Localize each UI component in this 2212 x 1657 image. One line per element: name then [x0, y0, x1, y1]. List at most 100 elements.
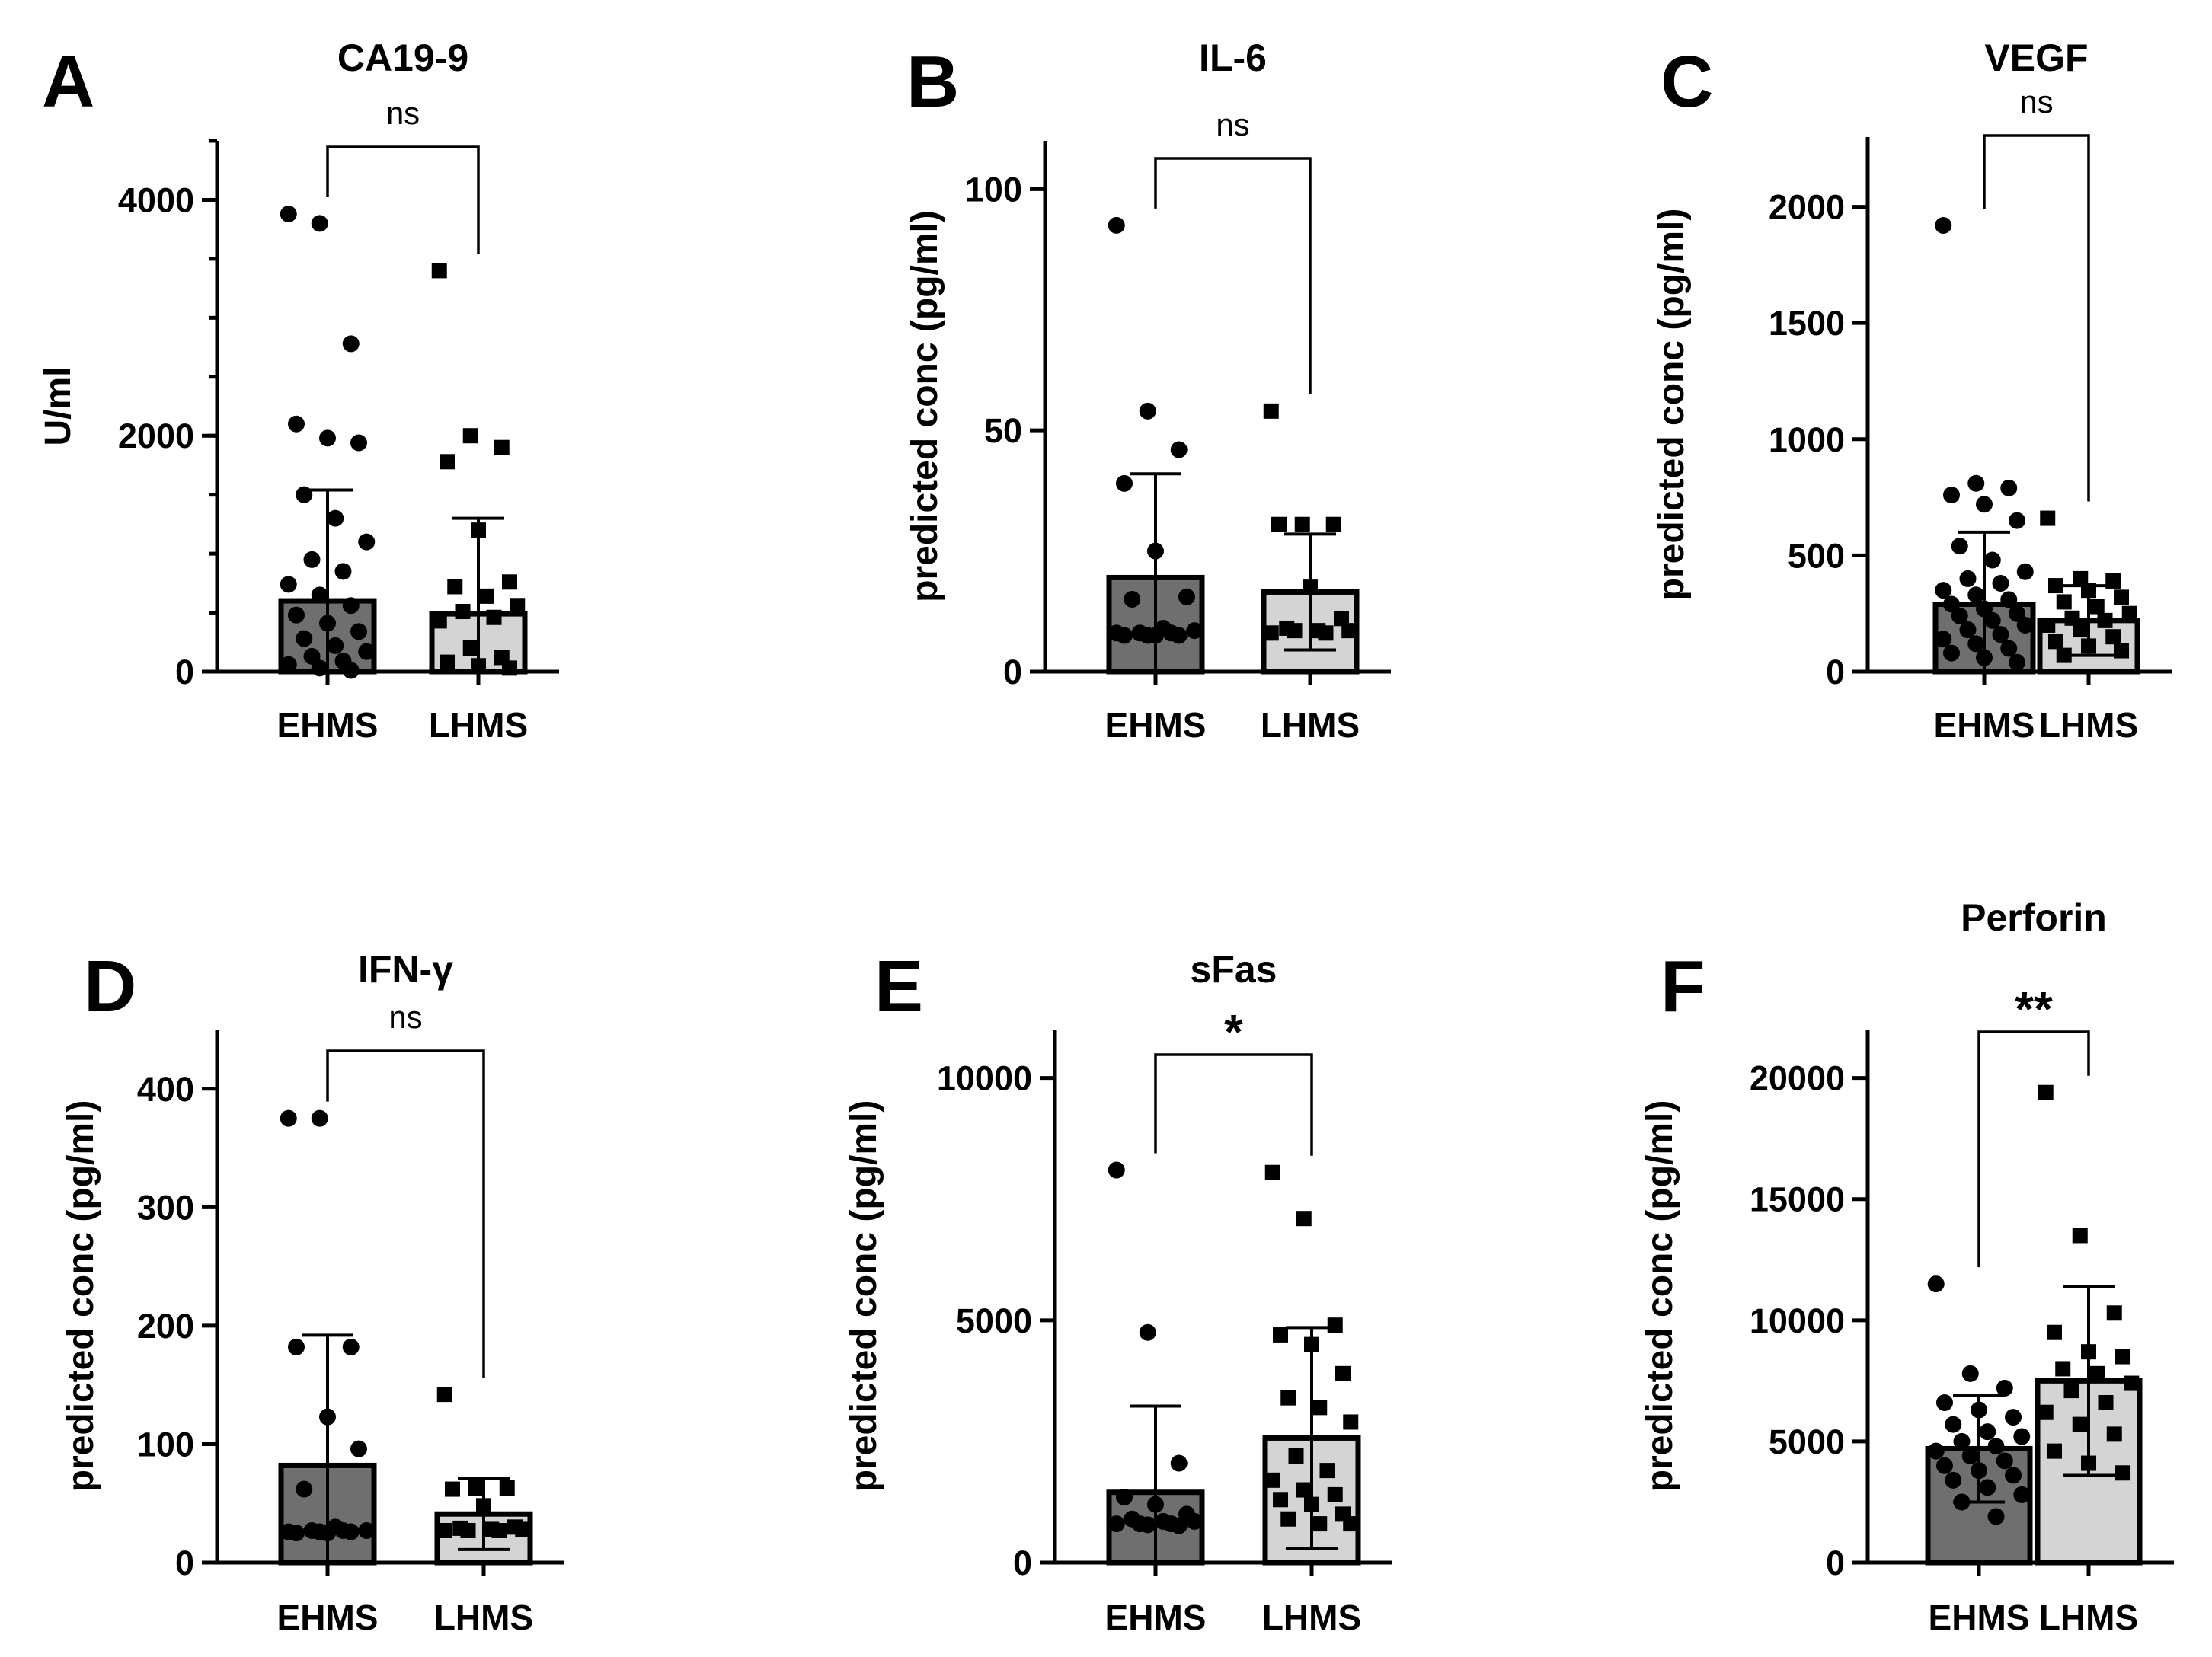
panel-c-ehms-data-point — [2000, 479, 2018, 496]
panel-b-lhms-data-point — [1325, 516, 1341, 532]
panel-f-lhms-data-point — [2115, 1349, 2131, 1365]
panel-f-significance-label: ** — [2015, 982, 2053, 1036]
panel-f-lhms-data-point — [2063, 1383, 2079, 1399]
panel-a-ehms-data-point — [280, 576, 297, 593]
panel-d-ehms-data-point — [342, 1338, 360, 1355]
panel-c-lhms-data-point — [2040, 617, 2056, 633]
panel-e-lhms-data-point — [1280, 1390, 1296, 1406]
panel-e-lhms-data-point — [1335, 1365, 1351, 1381]
panel-d-lhms-data-point — [499, 1480, 515, 1496]
panel-e-lhms-data-point — [1343, 1516, 1359, 1532]
panel-e-lhms-data-point — [1312, 1516, 1328, 1532]
panel-a-lhms-data-point — [455, 604, 471, 620]
panel-f-ehms-data-point — [1987, 1438, 2005, 1455]
panel-d-lhms-data-point — [445, 1481, 461, 1497]
panel-f-y-tick-label: 0 — [1826, 1544, 1845, 1582]
panel-a-ehms-data-point — [303, 647, 321, 665]
panel-c-lhms-data-point — [2097, 612, 2113, 628]
panel-a-ehms-x-label: EHMS — [277, 705, 379, 745]
panel-a-lhms-x-label: LHMS — [429, 705, 528, 745]
panel-d-title: IFN-γ — [358, 948, 453, 991]
panel-b-ehms-x-label: EHMS — [1105, 705, 1207, 745]
panel-f-lhms-data-point — [2089, 1365, 2105, 1381]
panel-c-ehms-data-point — [1967, 474, 1985, 492]
panel-a-lhms-data-point — [494, 439, 510, 455]
panel-f-ehms-data-point — [1979, 1479, 1996, 1496]
panel-c-ehms-data-point — [1935, 631, 1952, 648]
panel-e-lhms-data-point — [1343, 1414, 1359, 1430]
panel-d-lhms-data-point — [491, 1523, 507, 1538]
panel-d-ehms-data-point — [311, 1109, 328, 1127]
panel-a-lhms-data-point — [462, 428, 478, 444]
panel-c-y-tick-label: 2000 — [1769, 188, 1845, 227]
panel-e-lhms-data-point — [1327, 1317, 1343, 1333]
panel-f-lhms-data-point — [2106, 1305, 2122, 1321]
panel-c-ehms-data-point — [1992, 575, 2009, 592]
panel-f-ehms-data-point — [1936, 1457, 1953, 1474]
panel-c-letter: C — [1661, 41, 1713, 123]
panel-c-lhms-data-point — [2064, 610, 2080, 626]
panel-a-ehms-data-point — [358, 643, 376, 660]
panel-b-ehms-data-point — [1186, 622, 1203, 640]
panel-a-lhms-data-point — [447, 579, 463, 595]
panel-c-lhms-data-point — [2114, 589, 2130, 605]
panel-b-lhms-data-point — [1287, 623, 1303, 639]
panel-f-lhms-data-point — [2115, 1465, 2131, 1481]
panel-d-ehms-data-point — [350, 1440, 367, 1457]
panel-f-ehms-data-point — [2013, 1486, 2031, 1503]
panel-e-title: sFas — [1191, 948, 1277, 991]
panel-d-letter: D — [84, 946, 136, 1027]
panel-a-ehms-data-point — [280, 206, 297, 223]
panel-c-ehms-data-point — [1942, 644, 1960, 662]
panel-a-lhms-data-point — [462, 640, 478, 656]
panel-f-ehms-data-point — [1945, 1471, 1962, 1489]
panel-d-y-tick-label: 100 — [137, 1425, 194, 1464]
panel-f-ehms-x-label: EHMS — [1929, 1598, 2030, 1637]
panel-e-significance-label: * — [1224, 1004, 1243, 1059]
panel-b-lhms-data-point — [1271, 516, 1287, 532]
panel-f-lhms-data-point — [2106, 1426, 2122, 1442]
panel-d-y-tick-label: 300 — [137, 1188, 194, 1227]
panel-d-ehms-data-point — [288, 1525, 305, 1542]
panel-f-lhms-data-point — [2046, 1324, 2062, 1340]
panel-c-ehms-data-point — [1967, 586, 1985, 604]
panel-f-lhms-data-point — [2038, 1404, 2054, 1420]
panel-d: D IFN-γ predicted conc (pg/ml) 0 100 200 300 40… — [61, 946, 564, 1637]
panel-a-ehms-data-point — [342, 662, 360, 679]
panel-d-y-tick-label: 200 — [137, 1307, 194, 1346]
panel-c-y-tick-label: 0 — [1826, 653, 1845, 691]
panel-f-y-tick-label: 15000 — [1750, 1180, 1845, 1219]
panel-c-ehms-data-point — [1983, 611, 2001, 629]
panel-d-lhms-data-point — [436, 1387, 452, 1403]
panel-f-ehms-data-point — [2013, 1428, 2031, 1445]
panel-b-ehms-data-point — [1170, 627, 1188, 644]
panel-b-lhms-data-point — [1333, 611, 1349, 627]
panel-e-ehms-data-point — [1108, 1515, 1125, 1533]
panel-a-ehms-data-point — [350, 623, 367, 640]
panel-c-title: VEGF — [1984, 37, 2088, 79]
panel-c-lhms-data-point — [2073, 570, 2089, 586]
panel-c-ehms-data-point — [2009, 512, 2026, 529]
panel-b-y-tick-label: 0 — [1003, 653, 1022, 691]
panel-c-y-tick-label: 500 — [1788, 536, 1845, 575]
panel-c-ehms-data-point — [1967, 635, 1985, 653]
panel-a-ehms-data-point — [350, 434, 367, 452]
panel-c-ehms-data-point — [1959, 621, 1977, 639]
panel-b-letter: B — [906, 41, 959, 123]
panel-f-lhms-data-point — [2055, 1361, 2071, 1377]
panel-e-lhms-x-label: LHMS — [1262, 1598, 1361, 1637]
panel-c-ehms-data-point — [1942, 487, 1960, 504]
panel-c-ehms-data-point — [1951, 538, 1968, 555]
panel-c-ehms-data-point — [1935, 582, 1952, 599]
panel-c-ehms-data-point — [1951, 607, 1968, 624]
panel-b-ehms-data-point — [1116, 474, 1133, 492]
panel-b-y-tick-label: 50 — [984, 411, 1022, 450]
panel-f-ehms-data-point — [1936, 1394, 1953, 1411]
panel-a-letter: A — [42, 41, 94, 123]
panel-e-significance-bracket — [1154, 1053, 1313, 1156]
panel-c-significance-label: ns — [2019, 84, 2053, 120]
panel-f-ehms-data-point — [1996, 1379, 2013, 1397]
panel-d-lhms-data-point — [515, 1521, 531, 1537]
panel-f-ehms-data-point — [1927, 1275, 1945, 1293]
panel-d-ehms-data-point — [280, 1109, 297, 1127]
